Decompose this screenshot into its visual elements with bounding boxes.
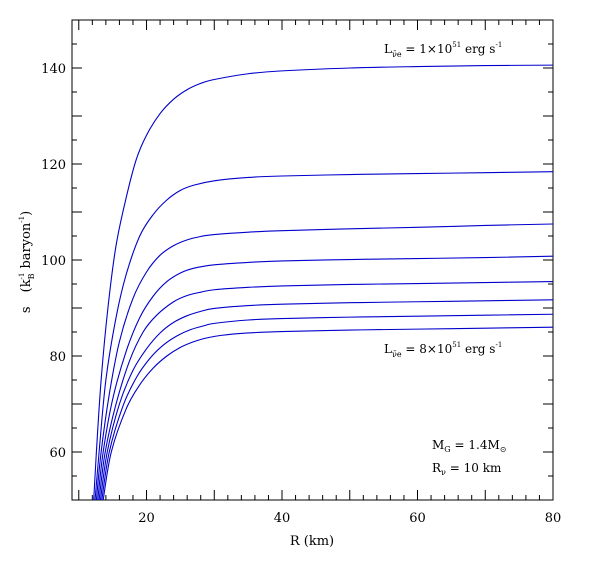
x-tick-label: 60: [409, 511, 426, 526]
radius-annotation: Rν = 10 km: [432, 461, 502, 477]
series-line-2: [94, 171, 554, 501]
series-line-3: [95, 223, 554, 501]
bottom-curve-label: Lν̄e = 8×1051 erg s-1: [384, 341, 502, 359]
series-line-4: [97, 255, 554, 501]
axis-tick-labels: 20 40 60 80 60 80 100 120 140: [41, 62, 561, 526]
y-tick-label: 80: [49, 350, 66, 365]
y-tick-label: 60: [49, 446, 66, 461]
y-tick-label: 140: [41, 62, 66, 77]
series-line-5: [98, 281, 554, 501]
curves: [93, 64, 554, 501]
series-line-1: [93, 64, 554, 501]
series-line-7: [101, 313, 554, 501]
y-tick-label: 120: [41, 158, 66, 173]
mass-annotation: MG = 1.4M⊙: [432, 438, 506, 454]
y-axis-label: s (kB-1 baryon-1): [18, 211, 36, 313]
x-tick-label: 80: [545, 511, 562, 526]
y-tick-label: 100: [41, 254, 66, 269]
x-axis-label: R (km): [290, 534, 334, 549]
axis-ticks: [72, 19, 554, 501]
series-line-8: [102, 326, 554, 501]
x-tick-label: 40: [274, 511, 291, 526]
series-line-6: [99, 299, 554, 501]
top-curve-label: Lν̄e = 1×1051 erg s-1: [384, 41, 502, 59]
x-tick-label: 20: [138, 511, 155, 526]
